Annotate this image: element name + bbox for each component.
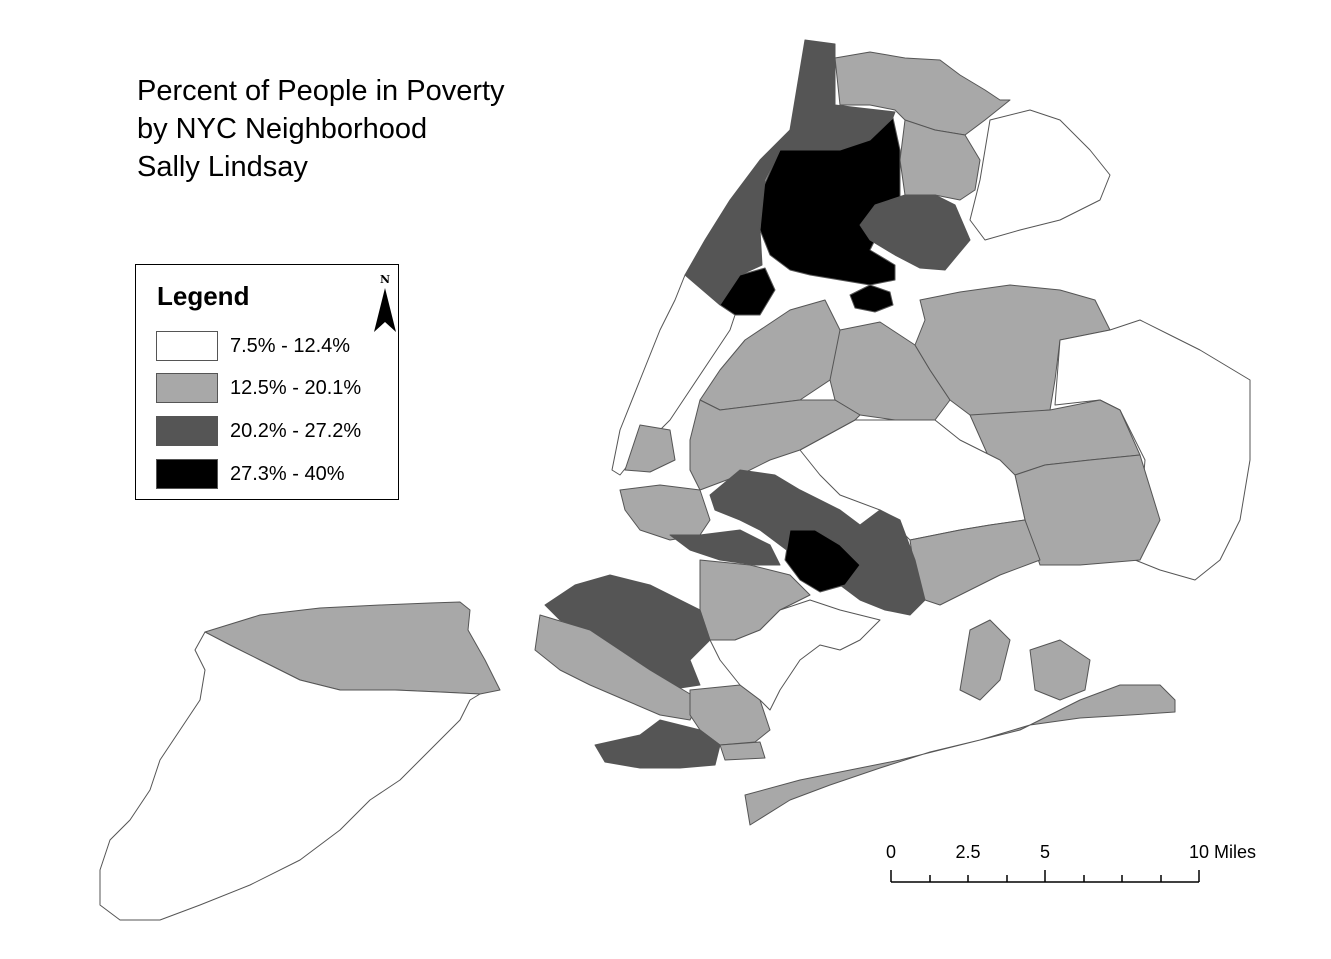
- bronx-southeast-region: [859, 194, 971, 271]
- scale-bar: 0 2.5 5 10 Miles: [880, 840, 1280, 900]
- scale-label-0: 0: [885, 842, 897, 862]
- brooklyn-brownsville-region: [784, 529, 861, 593]
- queens-northeast-region: [914, 284, 1111, 416]
- brooklyn-coney-island-region: [594, 719, 721, 769]
- bronx-outline-region: [969, 109, 1111, 241]
- manhattan-lower-east-region: [624, 424, 676, 473]
- legend-label-4: 27.3% - 40%: [230, 463, 345, 485]
- brooklyn-sheepshead-region: [719, 741, 766, 761]
- jamaica-bay-east-region: [1029, 639, 1091, 701]
- rikers-island-region: [849, 284, 894, 313]
- north-arrow: N: [372, 273, 398, 332]
- legend: Legend N 7.5% - 12.4% 12.5% - 20.1% 20.2…: [135, 264, 399, 500]
- bronx-east-region: [899, 119, 981, 201]
- map-title-line2: by NYC Neighborhood: [137, 113, 428, 145]
- brooklyn-north-region: [689, 399, 861, 491]
- brooklyn-south-region: [709, 599, 881, 711]
- scale-label-10-miles: 10 Miles: [1189, 842, 1257, 862]
- legend-label-3: 20.2% - 27.2%: [230, 420, 362, 442]
- staten-island-south-region: [99, 631, 481, 921]
- north-arrow-icon: [374, 288, 396, 332]
- brooklyn-bay-ridge-region: [534, 614, 701, 721]
- legend-swatch-4: [156, 459, 218, 489]
- queens-southeast-region: [1014, 454, 1161, 566]
- scale-label-5: 5: [1039, 842, 1051, 862]
- brooklyn-west-region: [619, 484, 711, 541]
- legend-heading: Legend: [157, 281, 250, 311]
- map-title-line1: Percent of People in Poverty: [137, 75, 505, 107]
- legend-swatch-2: [156, 373, 218, 403]
- queens-northwest-region: [699, 299, 846, 411]
- bronx-south-region: [759, 117, 901, 286]
- map-title: Percent of People in Poverty by NYC Neig…: [137, 72, 505, 186]
- scale-label-2-5: 2.5: [955, 842, 981, 862]
- legend-label-1: 7.5% - 12.4%: [230, 335, 351, 357]
- rockaway-region: [744, 684, 1176, 826]
- legend-swatch-1: [156, 331, 218, 361]
- bronx-north-region: [834, 51, 1011, 136]
- map-title-line3: Sally Lindsay: [137, 151, 308, 183]
- brooklyn-crown-heights-region: [669, 529, 781, 566]
- north-label: N: [379, 273, 391, 286]
- jamaica-bay-islands-region: [959, 619, 1011, 701]
- legend-swatch-3: [156, 416, 218, 446]
- scale-bar-ruler: [890, 870, 1200, 883]
- legend-label-2: 12.5% - 20.1%: [230, 377, 362, 399]
